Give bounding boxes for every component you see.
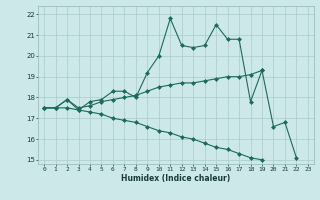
X-axis label: Humidex (Indice chaleur): Humidex (Indice chaleur) bbox=[121, 174, 231, 183]
